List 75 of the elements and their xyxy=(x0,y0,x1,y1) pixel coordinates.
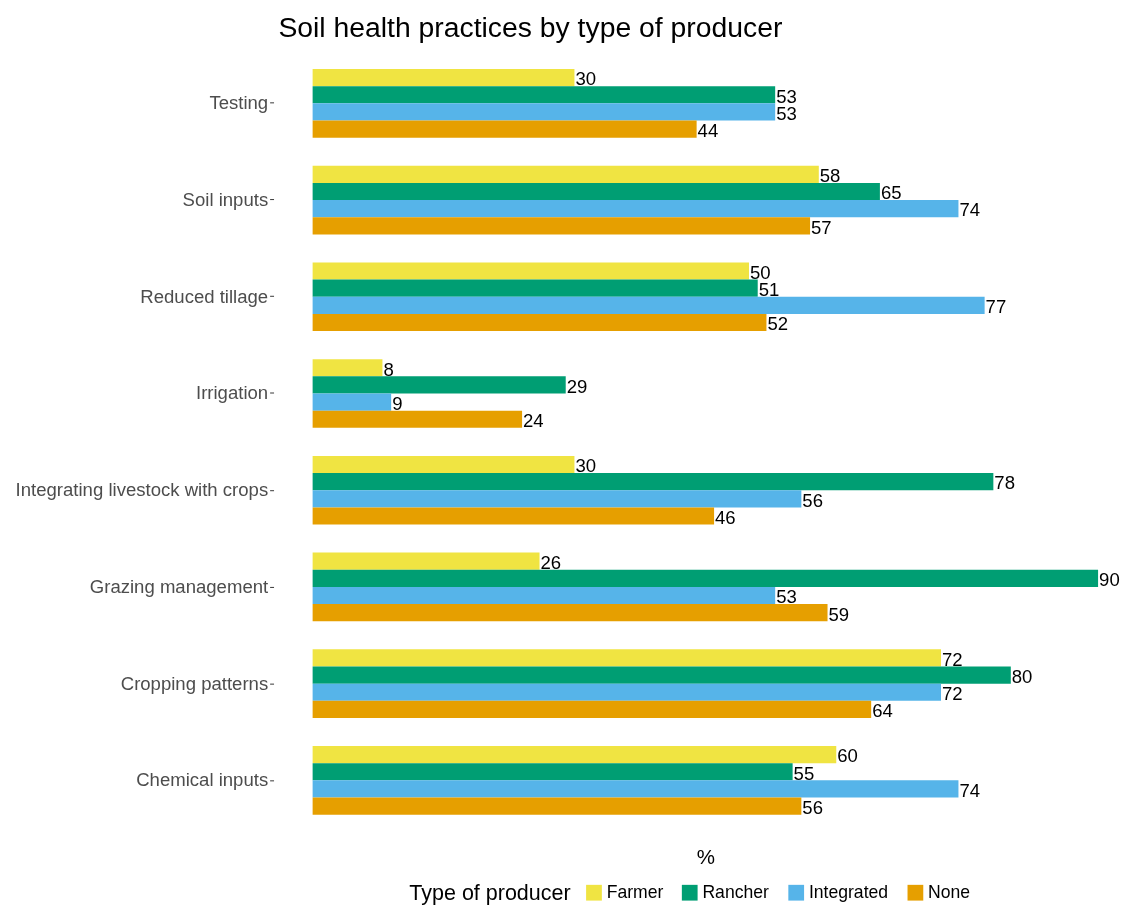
data-label: 74 xyxy=(959,199,981,221)
data-label: 30 xyxy=(575,68,597,90)
data-label: 29 xyxy=(566,375,588,397)
data-label: 90 xyxy=(1099,569,1120,591)
bar xyxy=(312,507,715,525)
bar xyxy=(312,120,697,138)
bar xyxy=(312,217,811,235)
bar xyxy=(312,359,383,377)
data-label: 60 xyxy=(837,745,858,767)
data-label: 52 xyxy=(767,313,789,335)
bar xyxy=(312,666,1011,684)
data-label: 59 xyxy=(828,603,850,625)
data-label: 77 xyxy=(985,296,1007,318)
bar xyxy=(312,683,941,701)
y-tick-label: Soil inputs xyxy=(182,188,269,210)
y-tick-label: Chemical inputs xyxy=(136,769,269,791)
bar xyxy=(312,200,959,218)
bar xyxy=(312,376,566,394)
bar xyxy=(312,103,776,121)
bar xyxy=(312,410,523,428)
data-label: 44 xyxy=(697,119,719,141)
bar xyxy=(312,165,819,183)
y-tick-label: Integrating livestock with crops xyxy=(15,479,269,501)
data-label: 53 xyxy=(776,586,797,608)
bar xyxy=(312,279,758,297)
bar xyxy=(312,552,540,570)
bar xyxy=(312,780,959,798)
chart-title: Soil health practices by type of producer xyxy=(278,10,783,43)
bar xyxy=(312,746,837,764)
data-label: 74 xyxy=(959,779,981,801)
y-tick-label: Cropping patterns xyxy=(120,672,269,694)
bar xyxy=(312,455,575,474)
legend-label: None xyxy=(928,881,971,902)
data-label: 78 xyxy=(994,472,1015,494)
bar xyxy=(312,586,776,605)
legend-label: Integrated xyxy=(808,881,889,902)
legend-title: Type of producer xyxy=(409,880,571,905)
bar xyxy=(312,69,575,87)
data-label: 58 xyxy=(819,165,841,187)
bar xyxy=(312,649,941,667)
bar xyxy=(312,296,985,314)
bar xyxy=(312,604,828,622)
x-axis-title: % xyxy=(696,844,715,868)
data-label: 55 xyxy=(793,762,815,784)
legend-label: Farmer xyxy=(606,881,664,902)
data-label: 24 xyxy=(523,410,544,432)
data-label: 9 xyxy=(392,392,403,414)
bar xyxy=(312,262,749,280)
bar xyxy=(312,473,994,491)
bar xyxy=(312,182,880,201)
data-label: 57 xyxy=(811,216,832,238)
legend-label: Rancher xyxy=(702,881,770,902)
bar xyxy=(312,393,392,411)
data-label: 46 xyxy=(715,506,736,528)
bar xyxy=(312,490,802,508)
data-label: 80 xyxy=(1011,665,1033,687)
bar xyxy=(312,797,802,815)
data-label: 72 xyxy=(941,683,963,705)
data-label: 64 xyxy=(872,700,893,722)
bar xyxy=(312,700,872,718)
y-tick-label: Irrigation xyxy=(196,382,269,404)
bar xyxy=(312,763,793,781)
data-label: 26 xyxy=(540,552,562,573)
y-tick-label: Testing xyxy=(209,92,269,114)
data-label: 56 xyxy=(802,489,823,511)
bar xyxy=(312,569,1099,587)
bar xyxy=(312,86,776,104)
data-label: 65 xyxy=(880,182,902,204)
y-tick-label: Grazing management xyxy=(89,575,270,597)
data-label: 8 xyxy=(383,358,394,380)
data-label: 56 xyxy=(802,796,823,818)
bar xyxy=(312,313,767,332)
y-tick-label: Reduced tillage xyxy=(140,285,269,307)
data-label: 30 xyxy=(575,455,597,477)
data-label: 72 xyxy=(941,648,963,670)
